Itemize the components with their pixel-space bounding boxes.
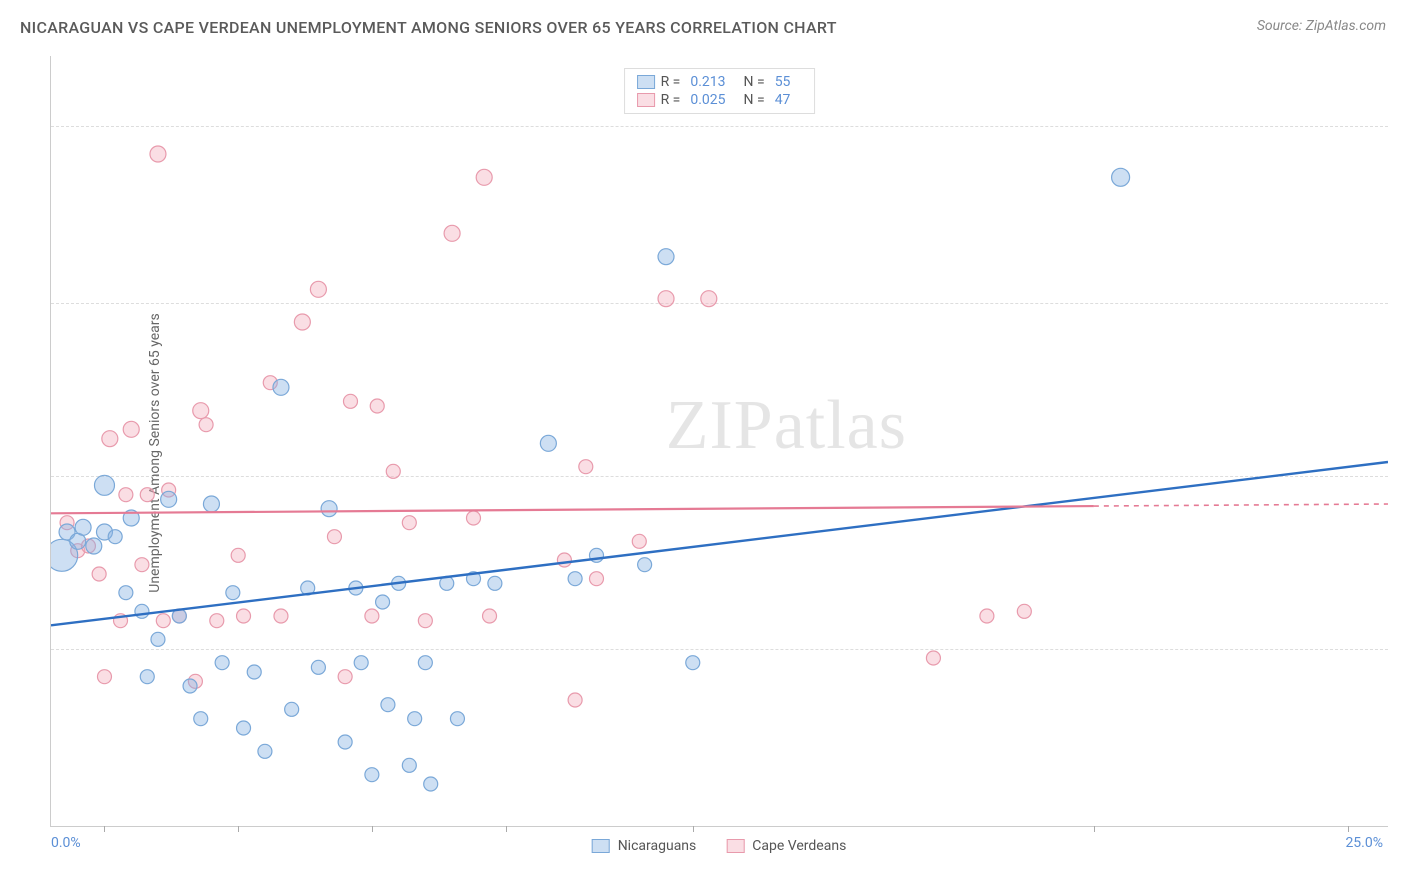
legend-r-value: 0.213 [690, 74, 725, 90]
legend-correlation-box: R = 0.213 N = 55 R = 0.025 N = 47 [624, 68, 816, 114]
x-axis-min-label: 0.0% [51, 835, 81, 851]
source-label: Source: ZipAtlas.com [1257, 18, 1386, 34]
legend-label: Cape Verdeans [752, 838, 846, 854]
plot-area: ZIPatlas R = 0.213 N = 55 R = 0.025 N = … [50, 56, 1388, 827]
scatter-plot-svg [51, 56, 1388, 826]
legend-n-label: N = [744, 74, 765, 90]
legend-label: Nicaraguans [618, 838, 697, 854]
legend-swatch-icon [637, 75, 655, 89]
legend-r-value: 0.025 [690, 92, 725, 108]
x-tick [506, 826, 507, 832]
legend-row-cape-verdeans: R = 0.025 N = 47 [637, 91, 803, 109]
legend-item-cape-verdeans: Cape Verdeans [726, 838, 846, 854]
legend-n-value: 55 [775, 74, 791, 90]
legend-r-label: R = [661, 74, 681, 90]
x-tick [238, 826, 239, 832]
legend-n-label: N = [744, 92, 765, 108]
x-tick [104, 826, 105, 832]
legend-bottom: Nicaraguans Cape Verdeans [592, 838, 847, 854]
legend-swatch-icon [592, 839, 610, 853]
legend-swatch-icon [637, 93, 655, 107]
legend-item-nicaraguans: Nicaraguans [592, 838, 697, 854]
legend-row-nicaraguans: R = 0.213 N = 55 [637, 73, 803, 91]
chart-container: Unemployment Among Seniors over 65 years… [50, 48, 1388, 857]
legend-r-label: R = [661, 92, 681, 108]
chart-title: NICARAGUAN VS CAPE VERDEAN UNEMPLOYMENT … [20, 18, 837, 37]
x-tick [1094, 826, 1095, 832]
x-tick [693, 826, 694, 832]
legend-n-value: 47 [775, 92, 791, 108]
legend-swatch-icon [726, 839, 744, 853]
x-axis-max-label: 25.0% [1345, 835, 1383, 851]
x-tick [372, 826, 373, 832]
x-tick [1348, 826, 1349, 832]
